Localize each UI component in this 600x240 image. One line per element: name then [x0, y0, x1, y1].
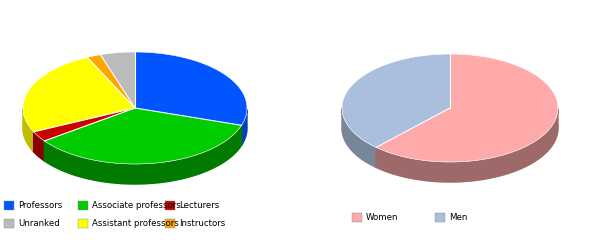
Bar [165, 219, 175, 228]
Polygon shape [242, 109, 247, 145]
Bar [4, 219, 14, 228]
Polygon shape [23, 109, 34, 152]
Polygon shape [44, 108, 242, 164]
Text: Professors: Professors [18, 201, 62, 210]
Text: Men: Men [449, 213, 467, 222]
Polygon shape [135, 52, 247, 125]
Bar [78, 201, 88, 210]
Polygon shape [100, 52, 135, 108]
Polygon shape [23, 57, 135, 132]
Polygon shape [342, 54, 450, 147]
Text: Instructors: Instructors [179, 219, 225, 228]
Text: Lecturers: Lecturers [179, 201, 219, 210]
Bar [165, 201, 175, 210]
Bar [435, 213, 445, 222]
Text: Unranked: Unranked [18, 219, 60, 228]
Polygon shape [376, 109, 558, 182]
Text: Associate professors: Associate professors [92, 201, 181, 210]
Text: Assistant professors: Assistant professors [92, 219, 179, 228]
Bar [4, 201, 14, 210]
Bar [78, 219, 88, 228]
Polygon shape [34, 132, 44, 161]
Text: Women: Women [366, 213, 398, 222]
Polygon shape [34, 108, 135, 141]
Polygon shape [376, 54, 558, 162]
Polygon shape [342, 74, 558, 182]
Bar [352, 213, 362, 222]
Polygon shape [342, 108, 376, 167]
Polygon shape [44, 125, 242, 184]
Polygon shape [23, 72, 247, 184]
Polygon shape [88, 55, 135, 108]
